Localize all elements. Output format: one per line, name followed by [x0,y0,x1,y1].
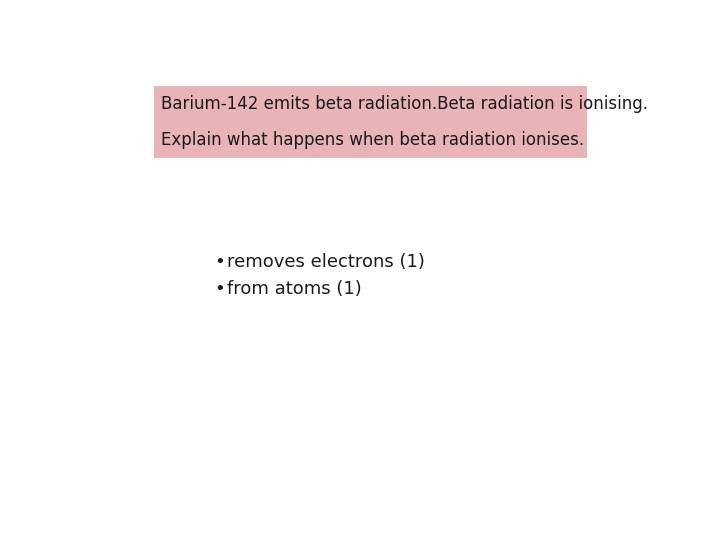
Text: Barium-142 emits beta radiation.Beta radiation is ionising.: Barium-142 emits beta radiation.Beta rad… [161,94,648,113]
Text: Explain what happens when beta radiation ionises.: Explain what happens when beta radiation… [161,131,584,150]
Text: from atoms (1): from atoms (1) [227,280,361,298]
FancyBboxPatch shape [154,85,587,158]
Text: •: • [215,280,225,298]
Text: •: • [215,253,225,271]
Text: removes electrons (1): removes electrons (1) [227,253,425,271]
